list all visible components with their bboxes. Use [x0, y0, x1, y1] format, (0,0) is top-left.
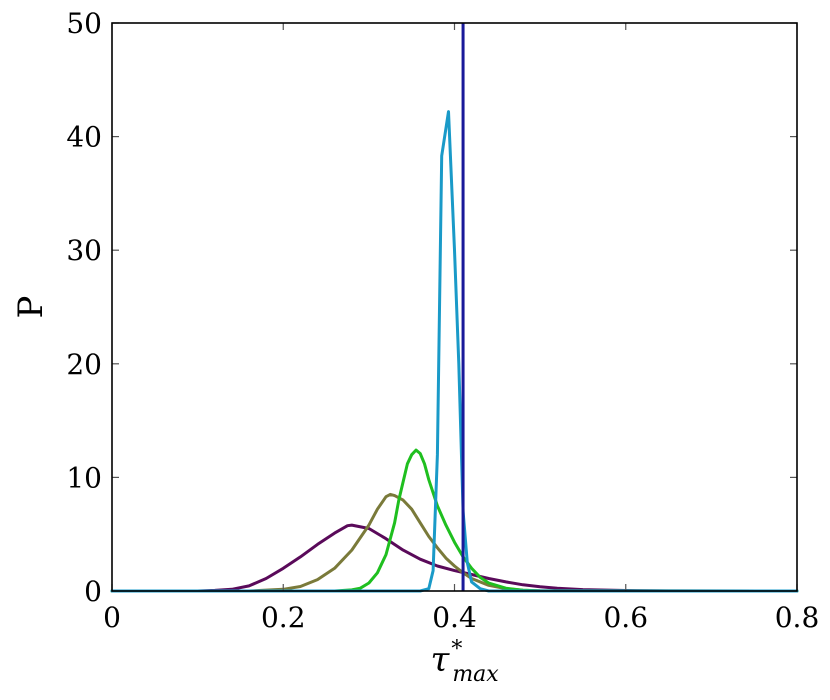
plot-frame	[111, 22, 798, 592]
series-layer	[110, 23, 799, 593]
ticks-layer	[111, 22, 798, 592]
x-axis-label: τ* max	[431, 637, 500, 687]
y-tick-label: 40	[66, 121, 102, 154]
x-axis-label-subscript: max	[452, 662, 499, 687]
x-tick-label: 0	[103, 601, 121, 634]
x-tick-label: 0.8	[775, 601, 820, 634]
x-axis-label-superscript: *	[451, 637, 462, 662]
x-tick-label: 0.4	[432, 601, 477, 634]
x-tick-label: 0.2	[261, 601, 306, 634]
x-tick-label: 0.6	[603, 601, 648, 634]
y-tick-label: 30	[66, 234, 102, 267]
y-tick-label: 50	[66, 7, 102, 40]
series-line-4	[110, 110, 799, 593]
series-line-3	[110, 448, 799, 593]
y-axis-label: P	[11, 296, 51, 319]
y-tick-label: 10	[66, 461, 102, 494]
y-tick-label: 0	[84, 575, 102, 608]
labels-layer: 0 0.2 0.4 0.6 0.8 0 10 20 30 40 50 Pτ* max	[11, 7, 819, 687]
y-tick-label: 20	[66, 348, 102, 381]
series-line-1	[110, 523, 799, 593]
